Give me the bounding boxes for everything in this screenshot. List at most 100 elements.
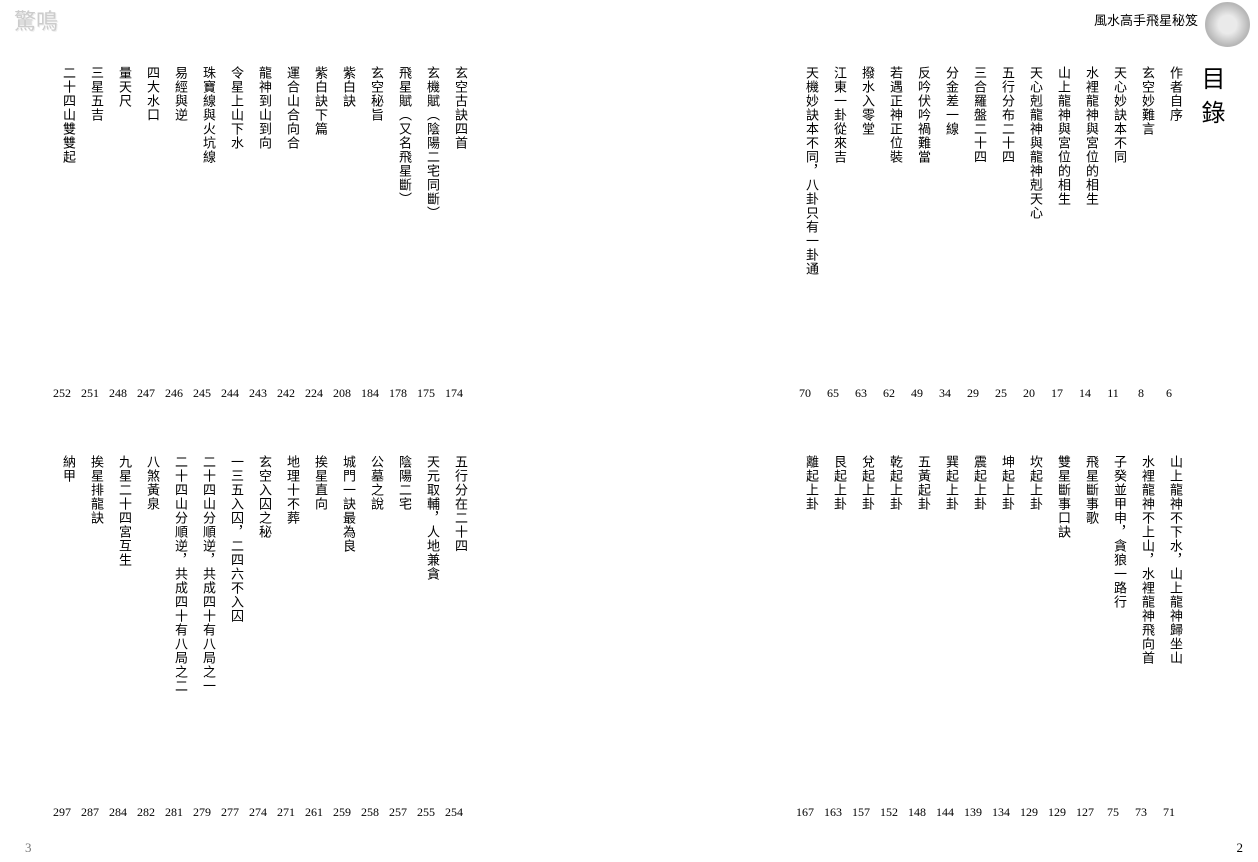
- toc-entry-page: 73: [1128, 805, 1154, 820]
- toc-heading: 目錄: [1193, 66, 1228, 134]
- toc-entry-title: 雙星斷事口訣: [1044, 455, 1070, 539]
- header-left-text: 驚鳴: [14, 4, 58, 36]
- toc-entry-title: 量天尺: [105, 66, 131, 108]
- toc-entry: 坤起上卦134: [988, 455, 1014, 820]
- toc-entry-page: 251: [77, 386, 103, 401]
- toc-entry-page: 243: [245, 386, 271, 401]
- toc-entry-title: 運合山合向合: [273, 66, 299, 150]
- toc-entry-title: 二十四山分順逆，共成四十有八局之一: [189, 455, 215, 693]
- toc-entry: 挨星排龍訣287: [77, 455, 103, 820]
- toc-entry-page: 284: [105, 805, 131, 820]
- toc-entry: 雙星斷事口訣 129: [1044, 455, 1070, 820]
- toc-section-d: 五行分在二十四254天元取輔，人地兼貪255陰陽二宅257公墓之說258城門一訣…: [48, 455, 468, 820]
- toc-section-a: 作者自序6玄空妙難言8天心妙訣本不同11水裡龍神與宮位的相生14山上龍神與宮位的…: [791, 66, 1183, 401]
- toc-entry-page: 245: [189, 386, 215, 401]
- toc-entry-title: 納甲: [49, 455, 75, 483]
- toc-entry-page: 144: [932, 805, 958, 820]
- toc-entry-title: 玄空古訣四首: [441, 66, 467, 150]
- toc-entry-page: 246: [161, 386, 187, 401]
- toc-entry-title: 飛星賦︵又名飛星斷︶: [385, 66, 411, 206]
- toc-entry: 巽起上卦144: [932, 455, 958, 820]
- toc-entry: 若遇正神正位裝62: [876, 66, 902, 401]
- toc-entry-title: 山上龍神與宮位的相生: [1044, 66, 1070, 206]
- toc-entry-page: 63: [848, 386, 874, 401]
- toc-entry: 二十四山分順逆，共成四十有八局之二281: [161, 455, 187, 820]
- toc-entry-page: 148: [904, 805, 930, 820]
- toc-entry-page: 175: [413, 386, 439, 401]
- toc-entry: 易經與逆 246: [161, 66, 187, 401]
- toc-entry-title: 乾起上卦: [876, 455, 902, 511]
- toc-entry: 玄空秘旨184: [357, 66, 383, 401]
- toc-entry-title: 撥水入零堂: [848, 66, 874, 136]
- toc-entry-title: 龍神到山到向: [245, 66, 271, 150]
- toc-entry-page: 11: [1100, 386, 1126, 401]
- toc-entry-page: 167: [792, 805, 818, 820]
- toc-section-b: 山上龍神不下水，山上龍神歸坐山71水裡龍神不上山，水裡龍神飛向首73子癸並甲申，…: [791, 455, 1183, 820]
- toc-entry: 運合山合向合242: [273, 66, 299, 401]
- toc-entry-page: 75: [1100, 805, 1126, 820]
- toc-entry: 艮起上卦163: [820, 455, 846, 820]
- toc-entry-page: 259: [329, 805, 355, 820]
- seal-ornament: [1205, 2, 1250, 47]
- toc-entry-title: 子癸並甲申，貪狼一路行: [1100, 455, 1126, 609]
- toc-entry-page: 174: [441, 386, 467, 401]
- toc-entry: 四大水口247: [133, 66, 159, 401]
- toc-entry: 五黃起卦148: [904, 455, 930, 820]
- toc-entry-title: 坎起上卦: [1016, 455, 1042, 511]
- toc-entry-page: 271: [273, 805, 299, 820]
- toc-entry: 兌起上卦157: [848, 455, 874, 820]
- toc-entry-title: 作者自序: [1156, 66, 1182, 122]
- toc-entry-page: 247: [133, 386, 159, 401]
- toc-entry-title: 玄機賦︵陰陽二宅同斷︶: [413, 66, 439, 220]
- toc-entry-title: 玄空秘旨: [357, 66, 383, 122]
- toc-entry-title: 公墓之說: [357, 455, 383, 511]
- toc-entry: 天心妙訣本不同11: [1100, 66, 1126, 401]
- toc-entry-page: 14: [1072, 386, 1098, 401]
- toc-entry: 子癸並甲申，貪狼一路行 75: [1100, 455, 1126, 820]
- toc-entry: 紫白訣208: [329, 66, 355, 401]
- toc-entry-page: 139: [960, 805, 986, 820]
- toc-entry-title: 易經與逆: [161, 66, 187, 122]
- toc-section-c: 玄空古訣四首174玄機賦︵陰陽二宅同斷︶175飛星賦︵又名飛星斷︶178玄空秘旨…: [48, 66, 468, 401]
- toc-entry-page: 70: [792, 386, 818, 401]
- toc-entry-page: 8: [1128, 386, 1154, 401]
- toc-entry: 珠寶線與火坑線245: [189, 66, 215, 401]
- toc-entry-title: 分金差一線: [932, 66, 958, 136]
- toc-entry: 玄空妙難言 8: [1128, 66, 1154, 401]
- toc-entry: 八煞黃泉282: [133, 455, 159, 820]
- toc-entry: 玄空入囚之秘274: [245, 455, 271, 820]
- toc-entry-page: 129: [1044, 805, 1070, 820]
- toc-entry-title: 天心剋龍神與龍神剋天心: [1016, 66, 1042, 220]
- toc-entry-page: 224: [301, 386, 327, 401]
- toc-entry-title: 兌起上卦: [848, 455, 874, 511]
- toc-entry-page: 127: [1072, 805, 1098, 820]
- toc-entry-page: 178: [385, 386, 411, 401]
- toc-entry-title: 八煞黃泉: [133, 455, 159, 511]
- toc-entry-title: 挨星排龍訣: [77, 455, 103, 525]
- toc-entry: 三星五吉 251: [77, 66, 103, 401]
- toc-entry-title: 玄空妙難言: [1128, 66, 1154, 136]
- toc-entry-title: 飛星斷事歌: [1072, 455, 1098, 525]
- toc-entry-title: 山上龍神不下水，山上龍神歸坐山: [1156, 455, 1182, 665]
- toc-entry-title: 坤起上卦: [988, 455, 1014, 511]
- toc-entry: 城門一訣最為良259: [329, 455, 355, 820]
- toc-entry-title: 若遇正神正位裝: [876, 66, 902, 164]
- toc-entry-page: 274: [245, 805, 271, 820]
- toc-entry-title: 反吟伏吟禍難當: [904, 66, 930, 164]
- toc-entry: 三合羅盤二十四29: [960, 66, 986, 401]
- toc-entry-page: 254: [441, 805, 467, 820]
- toc-entry: 坎起上卦129: [1016, 455, 1042, 820]
- toc-entry-page: 163: [820, 805, 846, 820]
- toc-entry: 陰陽二宅257: [385, 455, 411, 820]
- toc-entry-title: 震起上卦: [960, 455, 986, 511]
- toc-entry: 震起上卦 139: [960, 455, 986, 820]
- toc-entry: 天心剋龍神與龍神剋天心20: [1016, 66, 1042, 401]
- toc-entry-title: 三星五吉: [77, 66, 103, 122]
- toc-entry-page: 281: [161, 805, 187, 820]
- toc-entry: 分金差一線34: [932, 66, 958, 401]
- toc-entry-page: 244: [217, 386, 243, 401]
- toc-entry: 山上龍神與宮位的相生17: [1044, 66, 1070, 401]
- toc-entry-page: 71: [1156, 805, 1182, 820]
- toc-entry: 玄機賦︵陰陽二宅同斷︶ 175: [413, 66, 439, 401]
- toc-entry-title: 二十四山雙雙起: [49, 66, 75, 164]
